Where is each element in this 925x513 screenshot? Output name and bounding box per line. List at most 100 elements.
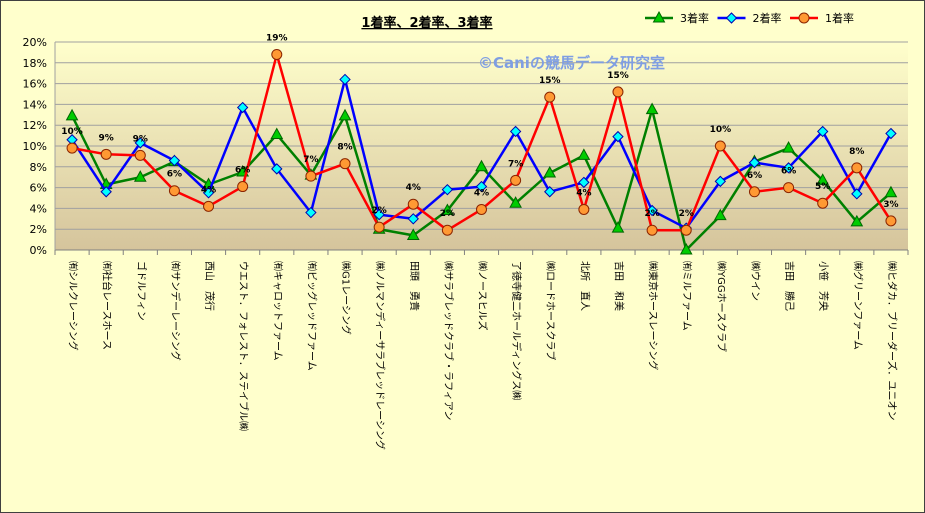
x-tick-label: ㈱ヒダカ．ブリーダーズ．ユニオン — [885, 261, 898, 420]
data-label: 19% — [266, 33, 288, 43]
series-2-point — [100, 186, 112, 198]
legend: 3着率 2着率 1着率 — [645, 10, 854, 25]
series-3-point — [748, 186, 760, 198]
x-tick-label: ㈱ノースヒルズ — [476, 261, 489, 331]
data-label: 6% — [781, 167, 796, 177]
data-label: 6% — [235, 166, 250, 176]
series-1-point — [713, 208, 727, 221]
series-1-point — [611, 221, 625, 233]
data-label: 2% — [440, 209, 455, 219]
y-tick-label: 12% — [23, 119, 47, 132]
series-2-point — [202, 187, 215, 199]
series-3-point — [441, 224, 453, 236]
series-3-point — [510, 174, 522, 186]
data-labels: 10% 9% 9% 6% 4% 6% 19% 7% 8% 2% 4% 2% 4% 7% 15% 4% 15% 2%… — [61, 33, 898, 219]
data-label: 9% — [99, 133, 114, 143]
series-2-point — [612, 130, 624, 143]
series-3-point — [851, 162, 863, 174]
series-1-point — [816, 173, 830, 185]
series-3-point — [646, 224, 658, 236]
y-tick-label: 0% — [30, 244, 47, 257]
series-2-point — [441, 183, 454, 196]
x-tick-label: ゴドルフィン — [135, 261, 148, 321]
data-label: 8% — [337, 143, 352, 153]
series-3-point — [885, 215, 897, 227]
series-3-point — [237, 181, 249, 193]
axes: 0% 2% 4% 6% 8% 10% 12% 14% 16% 18% 20% ㈲シルクレーシング ㈲社台… — [23, 36, 909, 450]
series-2-point — [339, 73, 351, 86]
data-label: 2% — [371, 206, 386, 216]
legend-label: 2着率 — [753, 11, 782, 25]
data-label: 4% — [201, 185, 216, 195]
data-label: 8% — [849, 147, 864, 157]
y-tick-label: 10% — [23, 140, 47, 153]
series-3-point — [100, 148, 112, 160]
series-3-point — [714, 140, 726, 152]
data-label: 15% — [607, 71, 629, 81]
data-label: 10% — [710, 125, 732, 135]
y-tick-label: 4% — [30, 202, 47, 215]
series-1-point — [884, 185, 898, 198]
data-label: 9% — [133, 134, 148, 144]
x-tick-label: ㈱G1レーシング — [340, 261, 353, 335]
series-3 — [66, 48, 897, 236]
x-tick-label: ㈲シルクレーシング — [67, 261, 80, 351]
data-label: 6% — [167, 170, 182, 180]
series-1-point — [270, 127, 284, 140]
series-3-point — [305, 170, 317, 182]
y-tick-label: 18% — [23, 57, 47, 70]
x-tick-label: 北所 直人 — [578, 261, 591, 311]
legend-marker — [725, 12, 738, 24]
series-3-point — [544, 91, 556, 103]
series-2-point — [885, 127, 897, 140]
series-2-point — [646, 204, 658, 217]
series-3-point — [612, 86, 624, 98]
x-tick-label: 了徳寺健二ホールディングス㈱ — [510, 261, 523, 400]
x-tick-label: ㈱東京ホースレーシング — [647, 261, 660, 370]
series-2-point — [134, 137, 147, 149]
legend-label: 3着率 — [680, 11, 709, 25]
data-label: 4% — [474, 188, 489, 198]
legend-item: 1着率 — [790, 11, 854, 25]
y-tick-label: 20% — [23, 36, 47, 49]
x-tick-label: ㈲ミルファーム — [681, 261, 693, 331]
gridlines — [55, 41, 908, 251]
x-tick-label: ㈲サンデーレーシング — [169, 261, 182, 361]
series-2-point — [407, 213, 419, 225]
series-2-point — [271, 163, 283, 175]
series-1-point — [338, 108, 352, 121]
series-1-point — [645, 102, 659, 115]
data-label: 5% — [815, 182, 830, 192]
chart-title: 1着率、2着率、3着率 — [361, 15, 492, 31]
series-2-point — [168, 154, 181, 167]
series-1-point — [133, 170, 147, 182]
series-3-point — [578, 203, 590, 215]
series-1-point — [406, 228, 420, 240]
legend-marker — [798, 12, 810, 24]
legend-item: 3着率 — [645, 10, 709, 25]
x-tick-label: 田頭 勇貴 — [408, 261, 421, 311]
watermark: ©Caniの競馬データ研究室 — [478, 54, 665, 72]
series-3-point — [476, 203, 487, 215]
series-2-point — [782, 162, 795, 174]
series-2-point — [816, 125, 829, 138]
series-3-point — [168, 185, 180, 197]
x-tick-label: ㈱ノルマンディーサラブレッドレーシング — [374, 261, 387, 450]
series-1-point — [475, 159, 488, 172]
data-label: 10% — [61, 127, 83, 137]
series-1-point — [850, 214, 864, 227]
series-2-point — [851, 188, 863, 200]
series-2-point — [748, 156, 761, 169]
x-tick-label: ㈱グリーンファーム — [851, 261, 864, 350]
x-tick-label: ㈱ウイン — [749, 261, 761, 301]
series-2-point — [475, 180, 488, 193]
data-label: 7% — [303, 155, 318, 165]
series-1-point — [577, 148, 591, 160]
y-tick-label: 16% — [23, 78, 47, 91]
series-1-point — [543, 166, 557, 178]
series-1-point — [509, 196, 522, 208]
x-tick-label: 小笹 芳央 — [817, 261, 830, 311]
y-tick-label: 14% — [23, 98, 47, 111]
series-2-point — [373, 208, 385, 221]
data-label: 2% — [679, 209, 694, 219]
